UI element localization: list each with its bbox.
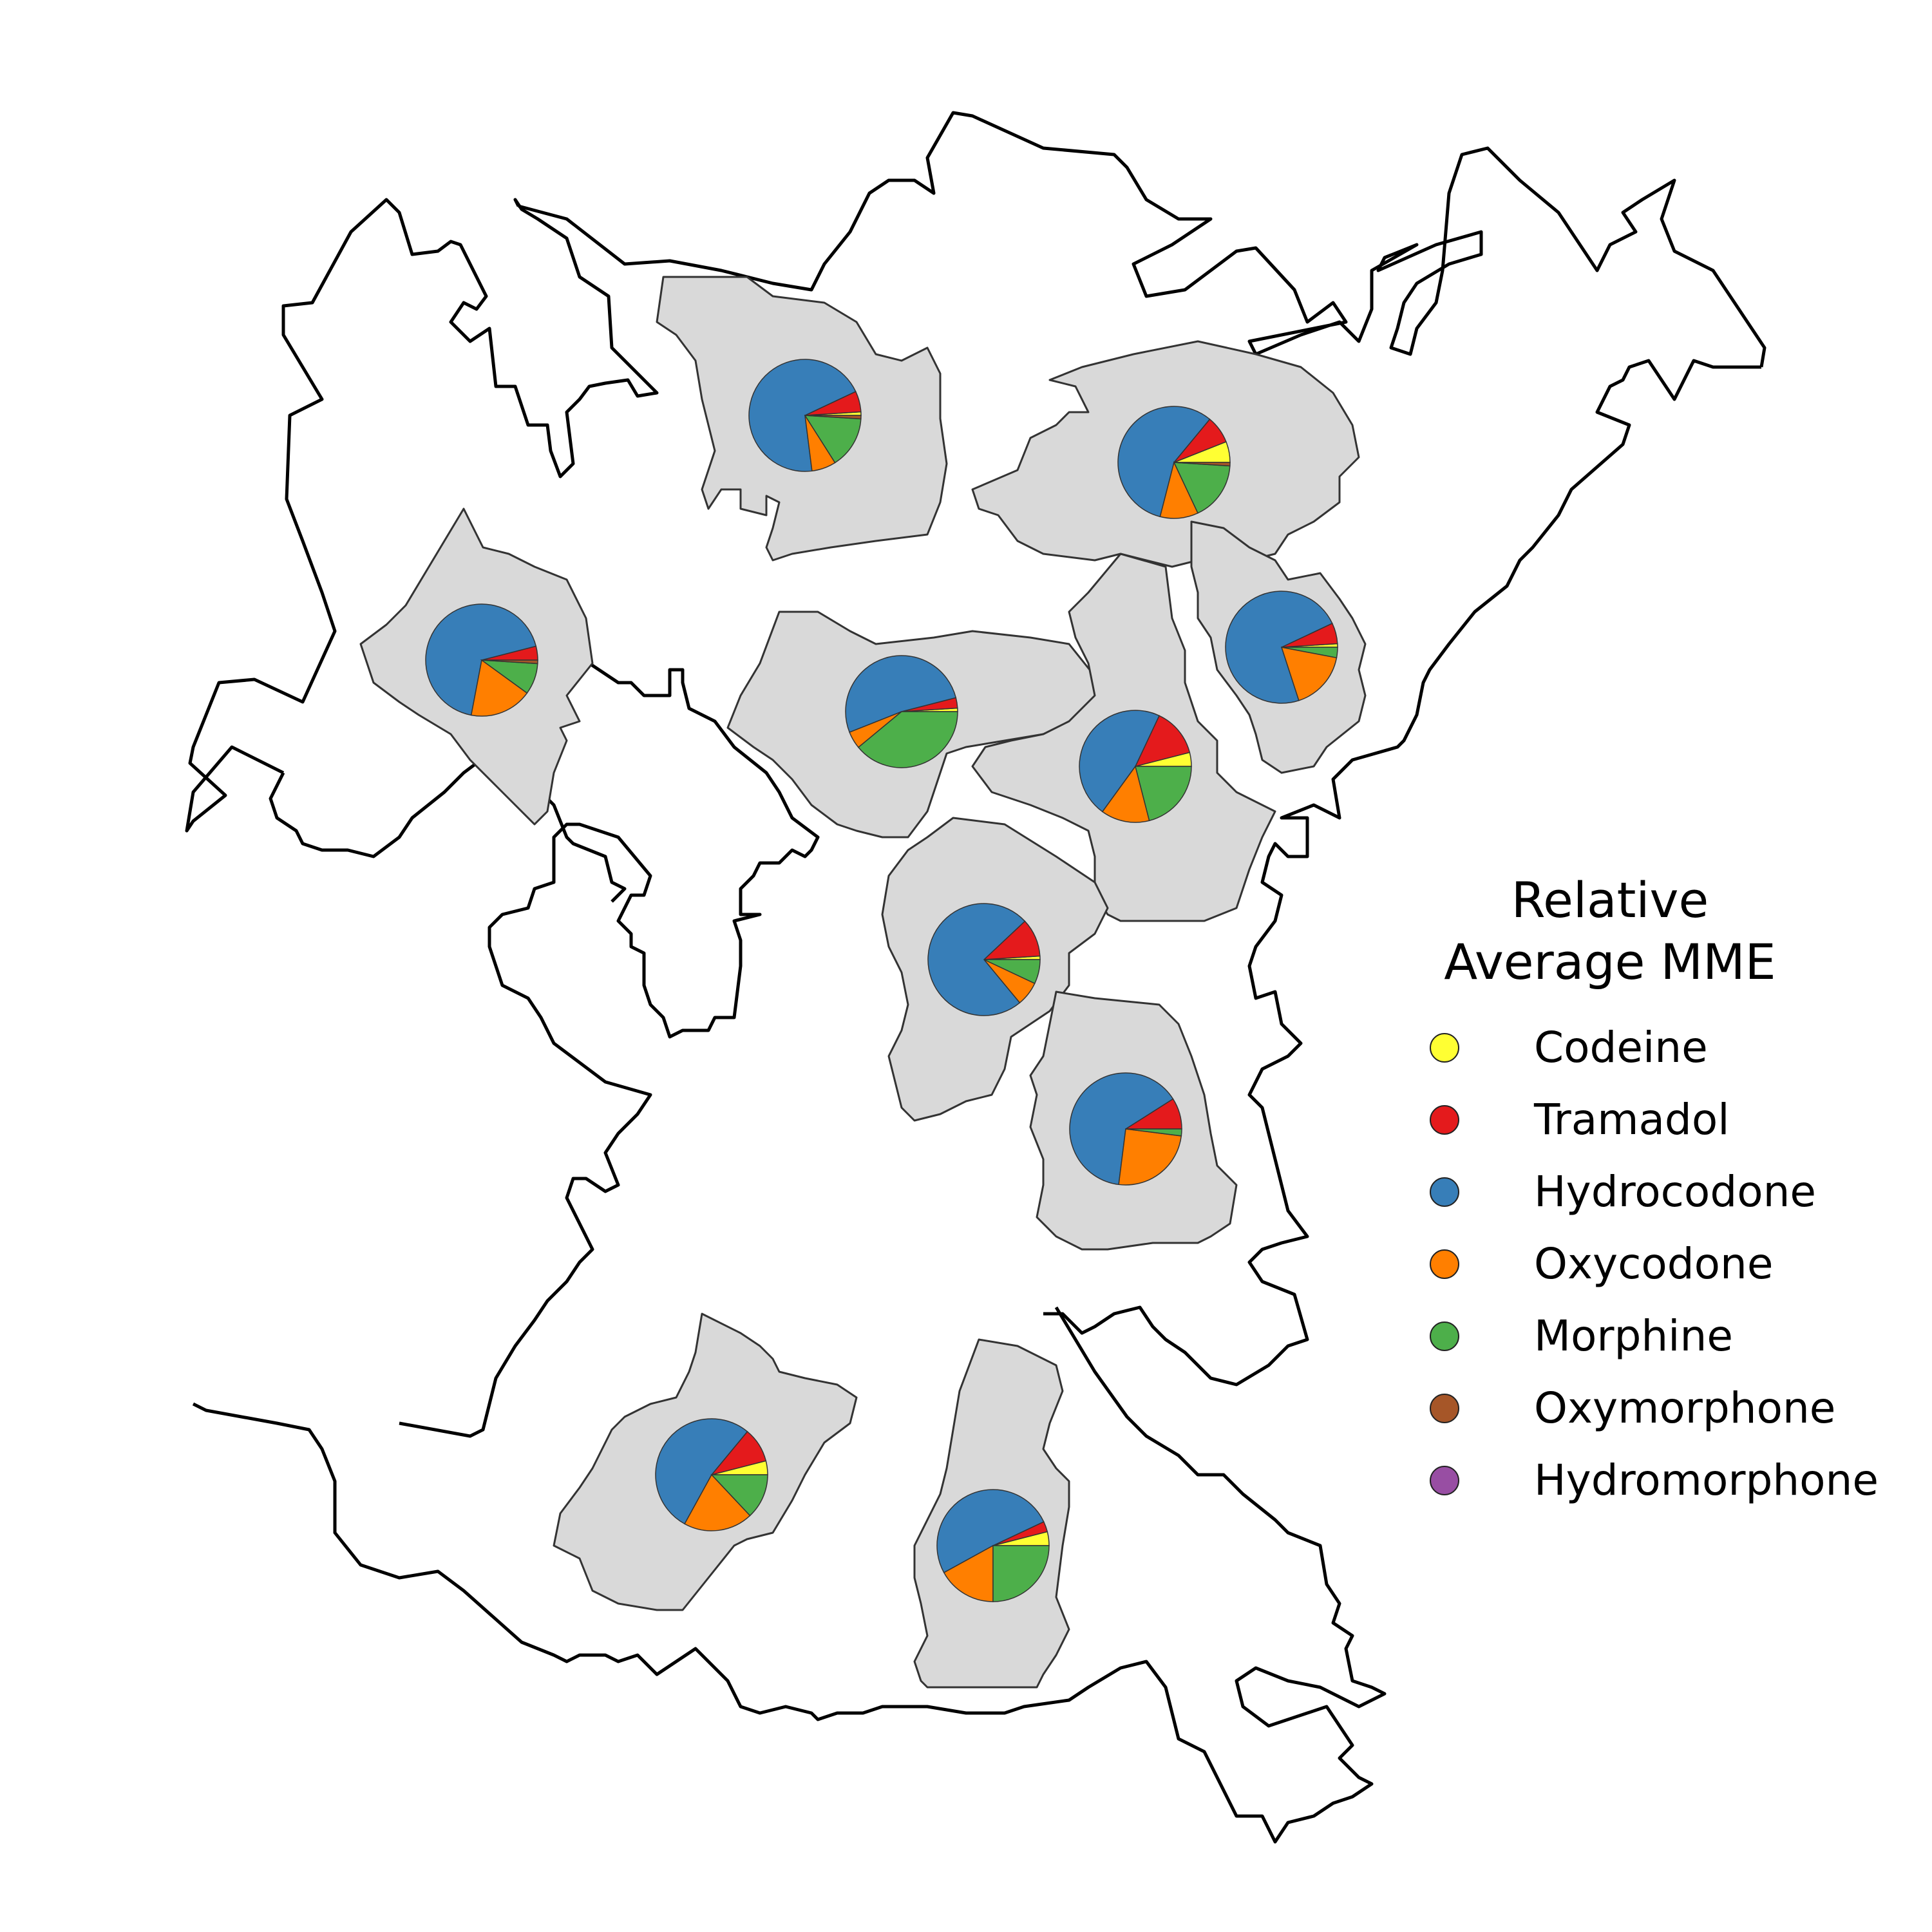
pie-central [927, 903, 1041, 1016]
legend-label: Hydrocodone [1534, 1167, 1817, 1217]
legend-label: Oxymorphone [1534, 1383, 1836, 1433]
pie-slice-morphine [1173, 462, 1231, 514]
morphine-swatch [1430, 1321, 1459, 1351]
pie-slice-hydrocodone [748, 359, 857, 472]
pie-south-west [655, 1418, 768, 1531]
oxymorphone-swatch [1430, 1394, 1459, 1423]
boundary-northwest-arm [185, 198, 659, 833]
pie-slice-morphine [804, 415, 862, 464]
pie-slice-tramadol [1134, 715, 1191, 768]
pie-north-east [1117, 406, 1231, 519]
pie-slice-morphine [1135, 766, 1192, 822]
legend: Relative Average MME Codeine Tramadol Hy… [1391, 869, 1932, 1505]
legend-title: Relative Average MME [1340, 869, 1880, 993]
pie-slice-oxycodone [1280, 647, 1338, 701]
legend-label: Codeine [1534, 1023, 1708, 1072]
pie-slice-oxymorphone [481, 659, 538, 665]
pie-slice-morphine [857, 711, 958, 768]
pie-slice-oxycodone [470, 659, 528, 717]
pie-central-west [845, 655, 958, 768]
pie-slice-morphine [1281, 647, 1338, 659]
legend-label: Tramadol [1534, 1095, 1730, 1144]
pie-slice-oxycodone [684, 1473, 751, 1531]
pie-slice-morphine [710, 1474, 768, 1517]
boundary-north-edge [518, 111, 1766, 368]
pie-north-center [748, 359, 862, 472]
pie-slice-hydrocodone [655, 1418, 748, 1525]
pie-slice-oxymorphone [804, 415, 862, 420]
pie-charts [425, 359, 1338, 1602]
pie-slice-morphine [983, 959, 1041, 985]
pie-slice-hydrocodone [845, 655, 957, 734]
tramadol-swatch [1430, 1105, 1459, 1135]
codeine-swatch [1430, 1033, 1459, 1063]
pie-slice-oxycodone [1101, 765, 1150, 823]
hydrocodone-swatch [1430, 1177, 1459, 1207]
pie-west [425, 603, 538, 717]
pie-slice-hydrocodone [1225, 591, 1333, 704]
pie-slice-morphine [1125, 1128, 1182, 1137]
pie-slice-oxycodone [1118, 1128, 1182, 1186]
legend-label: Morphine [1534, 1311, 1733, 1361]
pie-slice-hydrocodone [1069, 1072, 1174, 1186]
boundary-outline [185, 111, 1766, 1844]
legend-label: Hydromorphone [1534, 1455, 1879, 1505]
pie-slice-oxycodone [943, 1544, 994, 1602]
pie-slice-hydrocodone [927, 903, 1026, 1016]
pie-east [1225, 591, 1338, 704]
boundary-east-edge [1043, 359, 1761, 1387]
legend-label: Oxycodone [1534, 1239, 1774, 1289]
pie-central-east [1079, 710, 1192, 823]
oxycodone-swatch [1430, 1249, 1459, 1279]
boundary-west-inlet [269, 752, 627, 903]
boundary-south-edge [192, 1306, 1387, 1844]
hydromorphone-swatch [1430, 1466, 1459, 1495]
pie-slice-morphine [992, 1545, 1050, 1602]
legend-title-line1: Relative [1511, 871, 1709, 929]
pie-slice-hydrocodone [936, 1489, 1045, 1573]
pie-south-center-east [1069, 1072, 1182, 1186]
legend-title-line2: Average MME [1444, 933, 1776, 990]
pie-slice-oxymorphone [1173, 462, 1231, 467]
pie-slice-hydrocodone [1079, 710, 1160, 813]
pie-slice-hydrocodone [1117, 406, 1211, 518]
pie-south [936, 1489, 1050, 1602]
boundary-southwest-edge [399, 655, 820, 1438]
